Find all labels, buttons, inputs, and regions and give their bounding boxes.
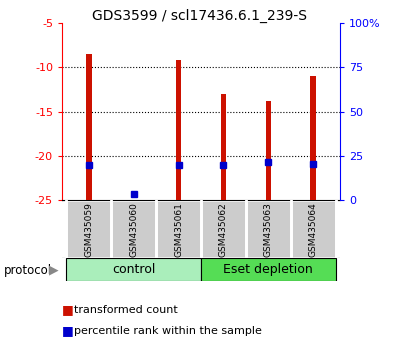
Bar bbox=[156, 200, 201, 258]
Text: GSM435061: GSM435061 bbox=[174, 202, 183, 257]
Text: GSM435059: GSM435059 bbox=[84, 202, 94, 257]
Bar bbox=[111, 200, 156, 258]
Text: percentile rank within the sample: percentile rank within the sample bbox=[74, 326, 262, 336]
Bar bbox=[86, 54, 92, 200]
Text: GSM435062: GSM435062 bbox=[219, 202, 228, 257]
Bar bbox=[201, 258, 336, 281]
Bar bbox=[291, 200, 336, 258]
Text: GSM435060: GSM435060 bbox=[129, 202, 138, 257]
Text: GSM435063: GSM435063 bbox=[264, 202, 273, 257]
Text: control: control bbox=[112, 263, 156, 276]
Bar bbox=[246, 200, 291, 258]
Bar bbox=[66, 200, 111, 258]
Text: Eset depletion: Eset depletion bbox=[223, 263, 313, 276]
Text: GDS3599 / scl17436.6.1_239-S: GDS3599 / scl17436.6.1_239-S bbox=[92, 9, 308, 23]
Bar bbox=[131, 200, 136, 202]
Bar bbox=[201, 200, 246, 258]
Text: ▶: ▶ bbox=[49, 264, 59, 276]
Bar bbox=[66, 258, 201, 281]
Text: protocol: protocol bbox=[4, 264, 52, 276]
Text: GSM435064: GSM435064 bbox=[308, 202, 318, 257]
Text: ■: ■ bbox=[62, 303, 74, 316]
Bar bbox=[221, 94, 226, 200]
Text: ■: ■ bbox=[62, 325, 74, 337]
Bar bbox=[176, 60, 181, 200]
Bar bbox=[310, 76, 316, 200]
Text: transformed count: transformed count bbox=[74, 305, 178, 315]
Bar bbox=[266, 101, 271, 200]
